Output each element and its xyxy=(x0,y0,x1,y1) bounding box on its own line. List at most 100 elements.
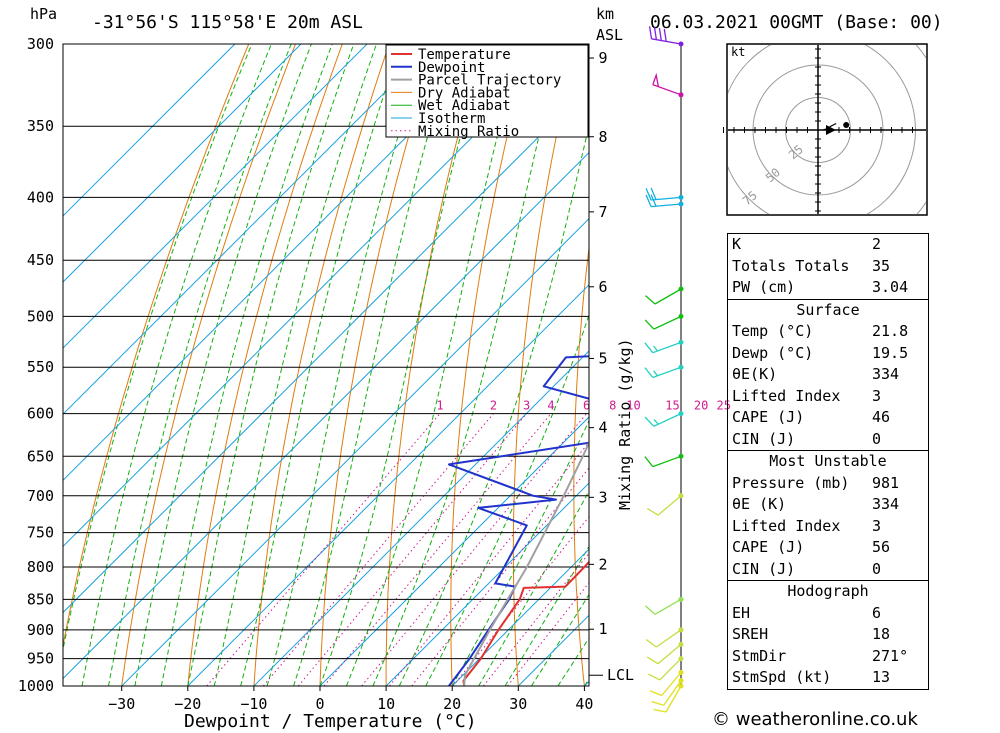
wind-barb-dot xyxy=(678,92,684,98)
mixing-ratio-line xyxy=(411,467,589,686)
wind-barb-dot xyxy=(678,683,684,689)
legend-entry: Temperature xyxy=(418,47,511,63)
dry-adiabat-line xyxy=(121,44,296,686)
stmdir-label: StmDir xyxy=(732,646,787,665)
isotherm-line xyxy=(385,482,589,686)
pressure-tick-label: 850 xyxy=(27,590,54,608)
isotherm-line xyxy=(187,284,589,686)
wind-barb xyxy=(644,341,682,354)
sounding-series xyxy=(448,355,589,686)
credit-link[interactable]: © weatheronline.co.uk xyxy=(712,709,918,730)
mixing-ratio-label: 20 xyxy=(694,399,708,413)
plot-frame xyxy=(62,43,590,687)
isotherm-line xyxy=(63,44,566,548)
parcel-trajectory-line xyxy=(463,440,589,686)
wet-adiabat-line xyxy=(451,419,589,686)
mu-theta-e-label: θE (K) xyxy=(732,495,787,513)
wet-adiabat-line xyxy=(293,44,456,686)
isotherm-line xyxy=(63,44,500,482)
km-tick-label: 2 xyxy=(598,555,607,573)
pressure-tick-label: 950 xyxy=(27,650,54,668)
mu-cin-label: CIN (J) xyxy=(732,559,796,578)
x-tick-label: −10 xyxy=(240,695,267,713)
hodograph-title: Hodograph xyxy=(787,582,869,600)
sreh-label: SREH xyxy=(732,625,769,643)
lcl-label: LCL xyxy=(607,666,634,684)
wet-adiabat-line xyxy=(81,44,272,686)
surface-section: Surface Temp (°C) 21.8 Dewp (°C) 19.5 θE(K… xyxy=(728,298,928,451)
mixing-ratio-label: 15 xyxy=(665,399,679,413)
dry-adiabat-line xyxy=(633,44,671,686)
wind-barb xyxy=(644,315,682,330)
mixing-ratio-axis-title: Mixing Ratio (g/kg) xyxy=(616,338,634,510)
km-tick-label: 7 xyxy=(598,203,607,221)
pressure-tick-label: 400 xyxy=(27,188,54,206)
legend-entry: Mixing Ratio xyxy=(418,124,519,140)
eh-value: 6 xyxy=(872,603,882,622)
pressure-tick-label: 300 xyxy=(27,35,54,53)
isotherm-line xyxy=(451,548,589,686)
km-tick-label: 1 xyxy=(598,620,607,638)
k-index-value: 2 xyxy=(872,235,882,253)
pw-value: 3.04 xyxy=(872,278,909,296)
wind-barb-dot xyxy=(678,453,684,459)
hodograph-section: Hodograph EH 6 SREH 18 StmDir 271° StmSpd (… xyxy=(728,580,928,689)
pressure-tick-label: 1000 xyxy=(18,677,54,695)
wind-barb xyxy=(645,629,682,648)
dewpoint-line xyxy=(448,355,589,686)
wet-adiabat-line xyxy=(319,44,487,686)
mixing-ratio-label: 4 xyxy=(547,399,554,413)
stmdir-value: 271° xyxy=(872,646,909,665)
wind-barb-dot xyxy=(678,313,684,319)
isotherm-line xyxy=(63,44,368,349)
totals-totals-label: Totals Totals xyxy=(732,256,850,275)
mu-li-value: 3 xyxy=(872,516,882,535)
surface-li-value: 3 xyxy=(872,386,882,405)
legend-box xyxy=(385,44,589,138)
mu-pressure-label: Pressure (mb) xyxy=(732,473,850,492)
dry-adiabat-line xyxy=(450,44,531,686)
wind-barb-dot xyxy=(678,678,684,684)
mixing-ratio-lines xyxy=(206,413,589,686)
most-unstable-section: Most Unstable Pressure (mb) 981 θE (K) 334… xyxy=(728,450,928,580)
hodograph-end-marker xyxy=(843,122,850,128)
wind-barb xyxy=(651,680,682,706)
isotherm-line xyxy=(253,350,589,686)
wind-barb xyxy=(646,643,682,665)
wet-adiabat-line xyxy=(134,44,312,686)
wind-barb xyxy=(645,187,682,201)
km-tick-label: 9 xyxy=(598,49,607,67)
dry-adiabat-line xyxy=(689,44,717,686)
km-tick-label: 6 xyxy=(598,278,607,296)
pressure-tick-label: 750 xyxy=(27,524,54,542)
surface-li-label: Lifted Index xyxy=(732,386,841,405)
stmspd-value: 13 xyxy=(872,668,891,686)
km-tick-label: 3 xyxy=(598,488,607,506)
wind-barb-dot xyxy=(678,194,684,200)
mu-pressure-value: 981 xyxy=(872,473,900,492)
mixing-ratio-label: 6 xyxy=(583,399,590,413)
surface-temp-label: Temp (°C) xyxy=(732,322,814,340)
pressure-tick-label: 600 xyxy=(27,405,54,423)
wind-barb xyxy=(646,495,682,516)
dry-adiabat-line xyxy=(950,44,1000,686)
isotherm-line xyxy=(63,85,589,614)
pw-label: PW (cm) xyxy=(732,278,796,296)
surface-theta-e-label: θE(K) xyxy=(732,365,778,383)
pressure-gridlines xyxy=(63,44,589,686)
km-tick-label: 8 xyxy=(598,128,607,146)
wind-barb xyxy=(648,26,682,45)
km-tick-label: 5 xyxy=(598,349,607,367)
km-tick-label: 4 xyxy=(598,419,607,437)
wind-barb xyxy=(645,598,682,615)
mixing-ratio-label: 8 xyxy=(609,399,616,413)
wind-barb-dot xyxy=(678,669,684,675)
mixing-ratio-label: 10 xyxy=(626,399,640,413)
surface-dewp-value: 19.5 xyxy=(872,343,909,362)
eh-label: EH xyxy=(732,603,751,622)
wind-barb-dot xyxy=(678,201,684,207)
hodograph-unit-label: kt xyxy=(731,45,745,59)
datetime-title: 06.03.2021 00GMT (Base: 00) xyxy=(650,12,943,33)
wet-adiabat-line xyxy=(213,44,377,686)
